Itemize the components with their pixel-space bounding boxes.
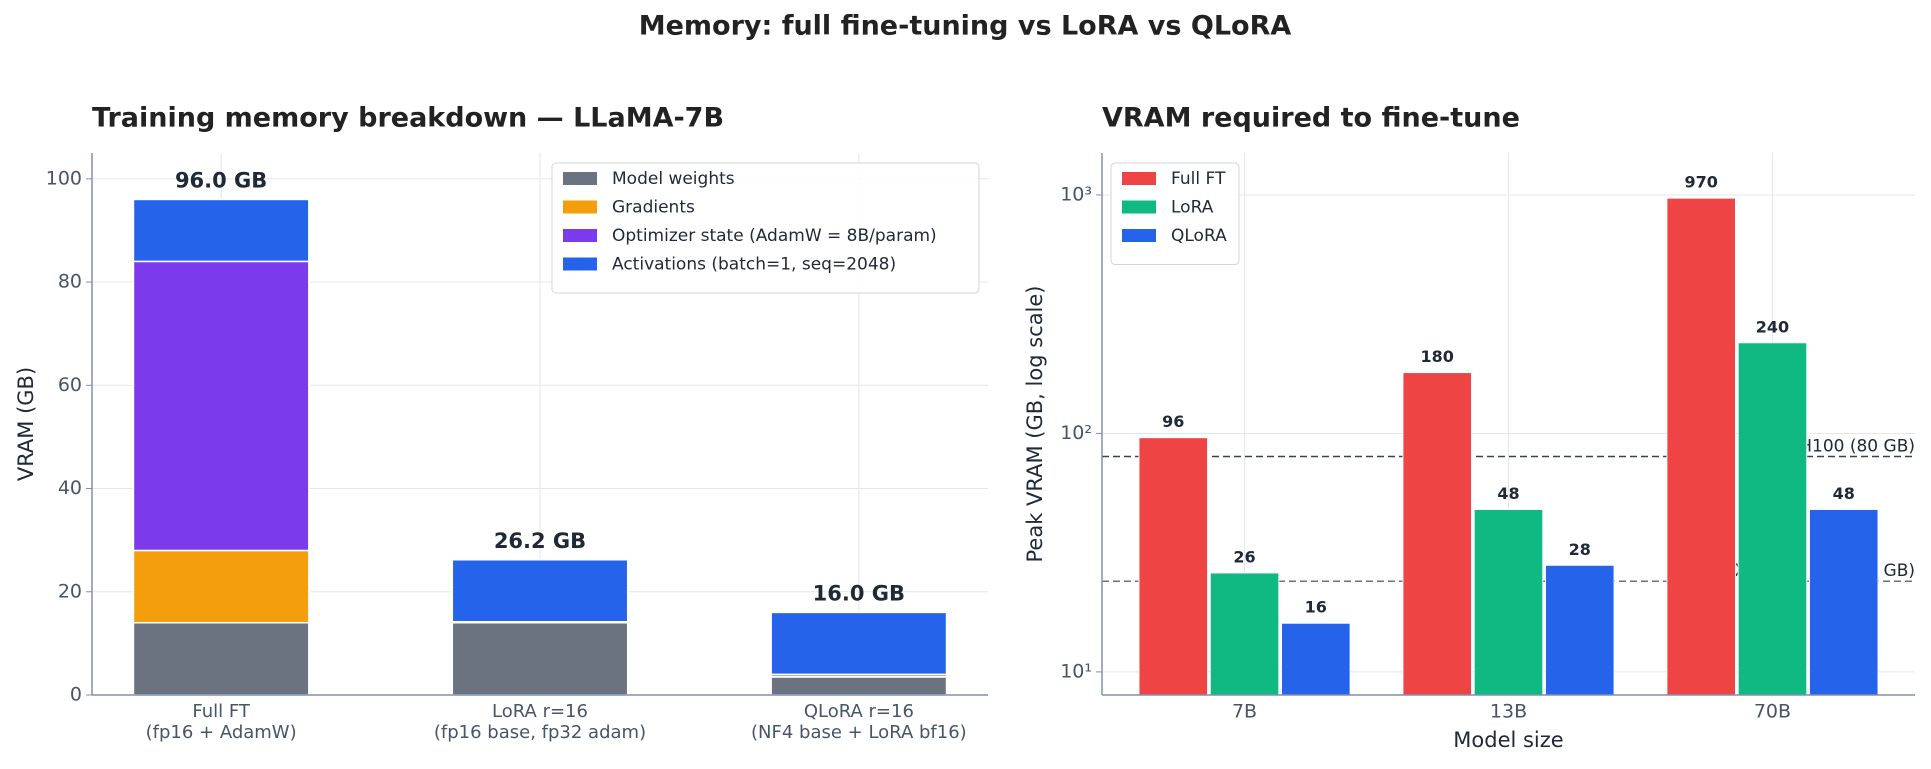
x-tick-label: (NF4 base + LoRA bf16)	[751, 722, 967, 743]
x-tick-label: 13B	[1490, 701, 1527, 723]
y-tick-label: 10²	[1060, 422, 1092, 444]
y-tick-label: 100	[46, 167, 82, 189]
figure-title: Memory: full fine-tuning vs LoRA vs QLoR…	[639, 11, 1292, 42]
value-label: 48	[1497, 484, 1519, 503]
x-tick-label: 70B	[1754, 701, 1791, 723]
value-label: 16	[1305, 598, 1327, 617]
total-label: 26.2 GB	[494, 529, 586, 553]
legend-swatch	[563, 200, 597, 214]
legend-label: Full FT	[1171, 169, 1226, 189]
bar-segment	[132, 198, 310, 263]
x-axis-label: Model size	[1453, 728, 1563, 752]
y-tick-label: 60	[58, 374, 82, 396]
legend-label: Model weights	[612, 169, 735, 189]
x-tick-label: QLoRA r=16	[804, 701, 914, 722]
x-tick-label: Full FT	[192, 701, 251, 722]
subplot-title: Training memory breakdown — LLaMA-7B	[92, 103, 724, 134]
bar-segment	[132, 621, 310, 696]
bar	[1402, 372, 1473, 696]
bar-segment	[770, 676, 948, 696]
legend-swatch	[1122, 229, 1156, 242]
value-label: 26	[1233, 547, 1255, 566]
legend-label: LoRA	[1171, 198, 1214, 218]
bar-segment	[132, 549, 310, 624]
bar-segment	[770, 611, 948, 676]
bar	[1544, 564, 1615, 696]
y-tick-label: 10³	[1060, 183, 1092, 205]
subplot-title: VRAM required to fine-tune	[1102, 103, 1520, 134]
y-axis-label: VRAM (GB)	[14, 367, 38, 481]
bar-segment	[451, 621, 629, 696]
value-label: 240	[1756, 317, 1789, 336]
legend-swatch	[1122, 172, 1156, 185]
y-tick-label: 20	[58, 580, 82, 602]
total-label: 16.0 GB	[813, 581, 905, 605]
legend-label: Activations (batch=1, seq=2048)	[612, 255, 896, 275]
bar	[1138, 437, 1209, 696]
bar-segment	[132, 260, 310, 552]
bar	[1666, 197, 1737, 696]
legend-label: QLoRA	[1171, 226, 1227, 246]
y-axis-label: Peak VRAM (GB, log scale)	[1023, 285, 1047, 562]
value-label: 96	[1162, 412, 1184, 431]
x-tick-label: 7B	[1232, 701, 1257, 723]
bar	[1808, 508, 1879, 696]
value-label: 48	[1833, 484, 1855, 503]
legend-label: Optimizer state (AdamW = 8B/param)	[612, 226, 937, 246]
legend-swatch	[563, 229, 597, 242]
x-tick-label: LoRA r=16	[492, 701, 588, 722]
legend-swatch	[1122, 200, 1156, 214]
value-label: 28	[1569, 540, 1591, 559]
total-label: 96.0 GB	[175, 168, 267, 192]
y-tick-label: 0	[70, 684, 82, 706]
value-label: 970	[1684, 173, 1717, 192]
bar	[1473, 508, 1544, 696]
y-tick-label: 80	[58, 271, 82, 293]
legend-label: Gradients	[612, 198, 695, 218]
y-tick-label: 40	[58, 477, 82, 499]
bar	[1209, 572, 1280, 696]
legend-box	[551, 162, 980, 294]
bar	[1280, 622, 1351, 696]
x-tick-label: (fp16 base, fp32 adam)	[434, 722, 646, 743]
x-tick-label: (fp16 + AdamW)	[146, 722, 297, 743]
bar-segment	[451, 559, 629, 623]
legend-swatch	[563, 172, 597, 185]
bar	[1737, 342, 1808, 696]
legend-swatch	[563, 257, 597, 271]
y-tick-label: 10¹	[1060, 660, 1092, 682]
value-label: 180	[1421, 347, 1454, 366]
